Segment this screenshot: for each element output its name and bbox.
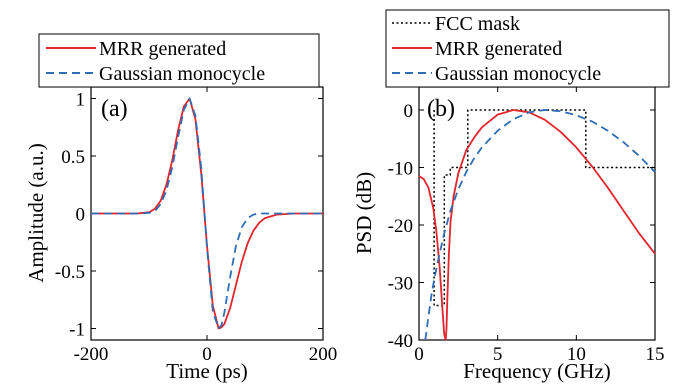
plot-b-panel-label: (b) xyxy=(427,96,455,122)
y-tick-label: -20 xyxy=(388,216,413,237)
x-tick-label: 5 xyxy=(493,344,503,365)
y-tick-label: -40 xyxy=(388,331,413,352)
series-line-gaussian-monocycle xyxy=(424,109,656,341)
legend-b-gaussian-label: Gaussian monocycle xyxy=(435,63,601,85)
series-line-mrr-generated xyxy=(418,109,656,341)
plot-b-xlabel: Frequency (GHz) xyxy=(463,359,611,383)
legend-a-gaussian-label: Gaussian monocycle xyxy=(99,63,265,85)
x-tick-label: 15 xyxy=(646,344,665,365)
legend-b-fcc-label: FCC mask xyxy=(435,13,520,35)
y-tick-label: 0 xyxy=(76,205,86,226)
y-tick-label: -1 xyxy=(69,320,85,341)
plot-b-xticks: 0 5 10 15 xyxy=(414,87,665,365)
x-tick-label: -200 xyxy=(74,344,109,365)
y-tick-label: -0.5 xyxy=(55,262,85,283)
x-tick-label: 10 xyxy=(567,344,586,365)
plot-b-frame xyxy=(418,86,656,341)
plot-b-legend-box xyxy=(385,9,670,88)
series-line-gaussian-monocycle xyxy=(91,97,323,330)
plot-a-panel-label: (a) xyxy=(101,96,128,122)
y-tick-label: 0 xyxy=(404,101,414,122)
series-line-mrr-generated xyxy=(91,97,323,330)
legend-b-mrr-label: MRR generated xyxy=(435,38,562,60)
plot-b-yticks: -40 -30 -20 -10 0 xyxy=(388,101,655,352)
y-tick-label: 0.5 xyxy=(61,147,85,168)
plot-a-yticks: -1 -0.5 0 0.5 1 xyxy=(55,90,323,341)
x-tick-label: 0 xyxy=(202,344,212,365)
plot-a-xticks: -200 0 200 xyxy=(74,87,338,365)
plot-a-legend: MRR generated Gaussian monocycle xyxy=(38,33,320,88)
plot-a-legend-box xyxy=(38,33,320,88)
plot-a-series xyxy=(91,97,323,330)
plot-b-series xyxy=(418,109,656,341)
plot-a-xlabel: Time (ps) xyxy=(166,359,248,383)
x-tick-label: 0 xyxy=(414,344,424,365)
legend-a-mrr-label: MRR generated xyxy=(99,38,226,60)
x-tick-label: 200 xyxy=(309,344,338,365)
y-tick-label: 1 xyxy=(76,90,86,111)
plot-a-ylabel: Amplitude (a.u.) xyxy=(24,143,48,282)
plot-b-legend: FCC mask MRR generated Gaussian monocycl… xyxy=(385,9,670,88)
plot-b-ylabel: PSD (dB) xyxy=(352,172,376,254)
y-tick-label: -10 xyxy=(388,159,413,180)
y-tick-label: -30 xyxy=(388,274,413,295)
